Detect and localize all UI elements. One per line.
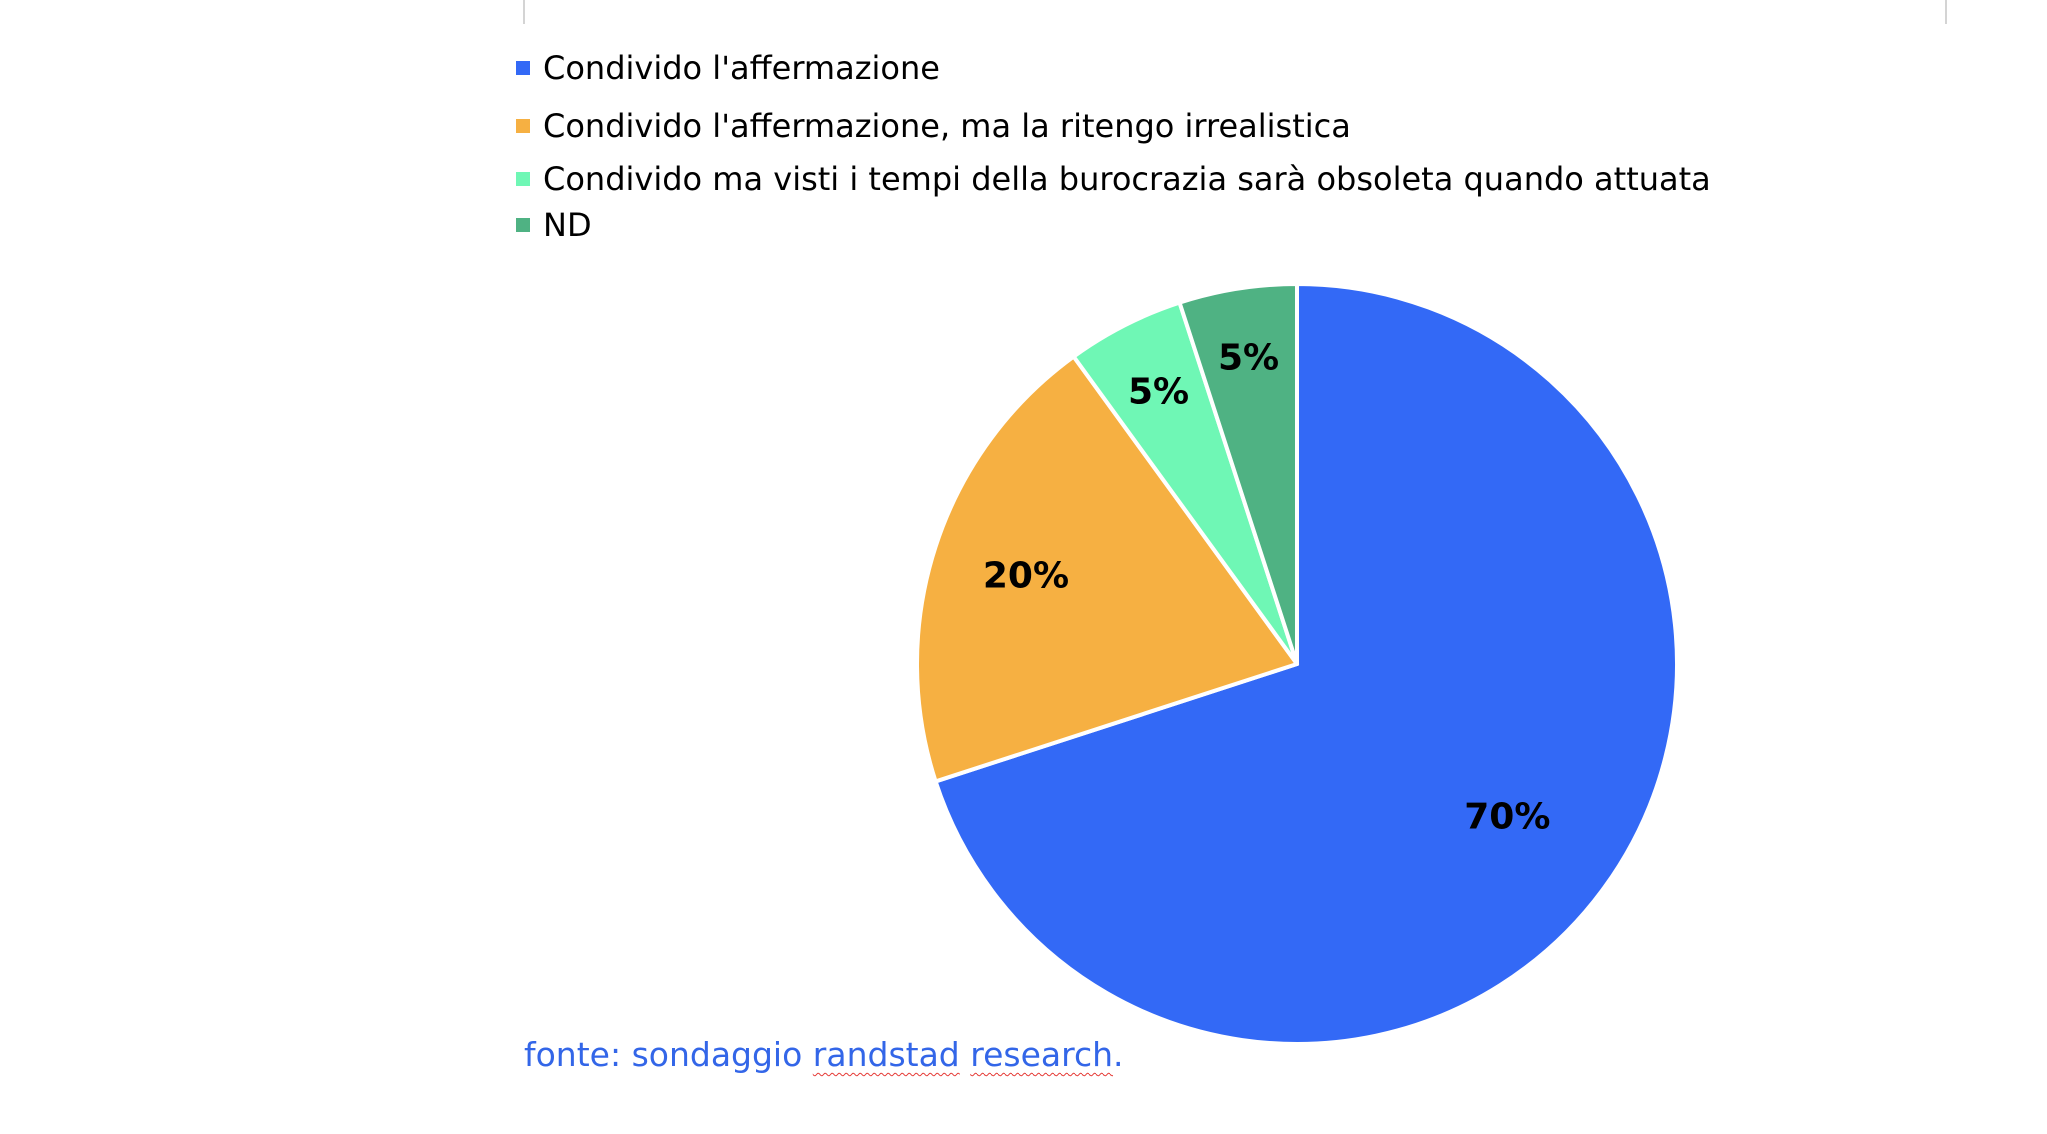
legend-item: ND	[516, 205, 592, 245]
legend-label: Condivido l'affermazione	[543, 49, 940, 87]
slice-data-label: 70%	[1464, 796, 1550, 837]
slice-data-label: 20%	[983, 555, 1069, 596]
pie-slice	[933, 282, 1679, 1046]
legend-label: Condivido ma visti i tempi della burocra…	[543, 160, 1711, 198]
source-suffix: .	[1113, 1035, 1124, 1074]
legend-label: ND	[543, 206, 592, 244]
legend-swatch	[516, 61, 530, 75]
source-space	[960, 1035, 971, 1074]
frame-border-right	[1945, 0, 1947, 24]
source-note: fonte: sondaggio randstad research.	[524, 1035, 1124, 1074]
legend-label: Condivido l'affermazione, ma la ritengo …	[543, 107, 1351, 145]
legend-item: Condivido l'affermazione	[516, 48, 940, 88]
source-word-research: research	[970, 1035, 1114, 1074]
source-prefix: fonte: sondaggio	[524, 1035, 813, 1074]
slice-data-label: 5%	[1128, 372, 1189, 413]
slice-data-label: 5%	[1218, 337, 1279, 378]
legend-swatch	[516, 172, 530, 186]
source-word-randstad: randstad	[812, 1035, 960, 1074]
legend-item: Condivido l'affermazione, ma la ritengo …	[516, 106, 1351, 146]
pie-slice	[915, 354, 1299, 784]
legend-item: Condivido ma visti i tempi della burocra…	[516, 159, 1711, 199]
pie-slice	[1177, 282, 1299, 666]
legend-swatch	[516, 119, 530, 133]
legend-swatch	[516, 218, 530, 232]
frame-border-left	[523, 0, 525, 24]
